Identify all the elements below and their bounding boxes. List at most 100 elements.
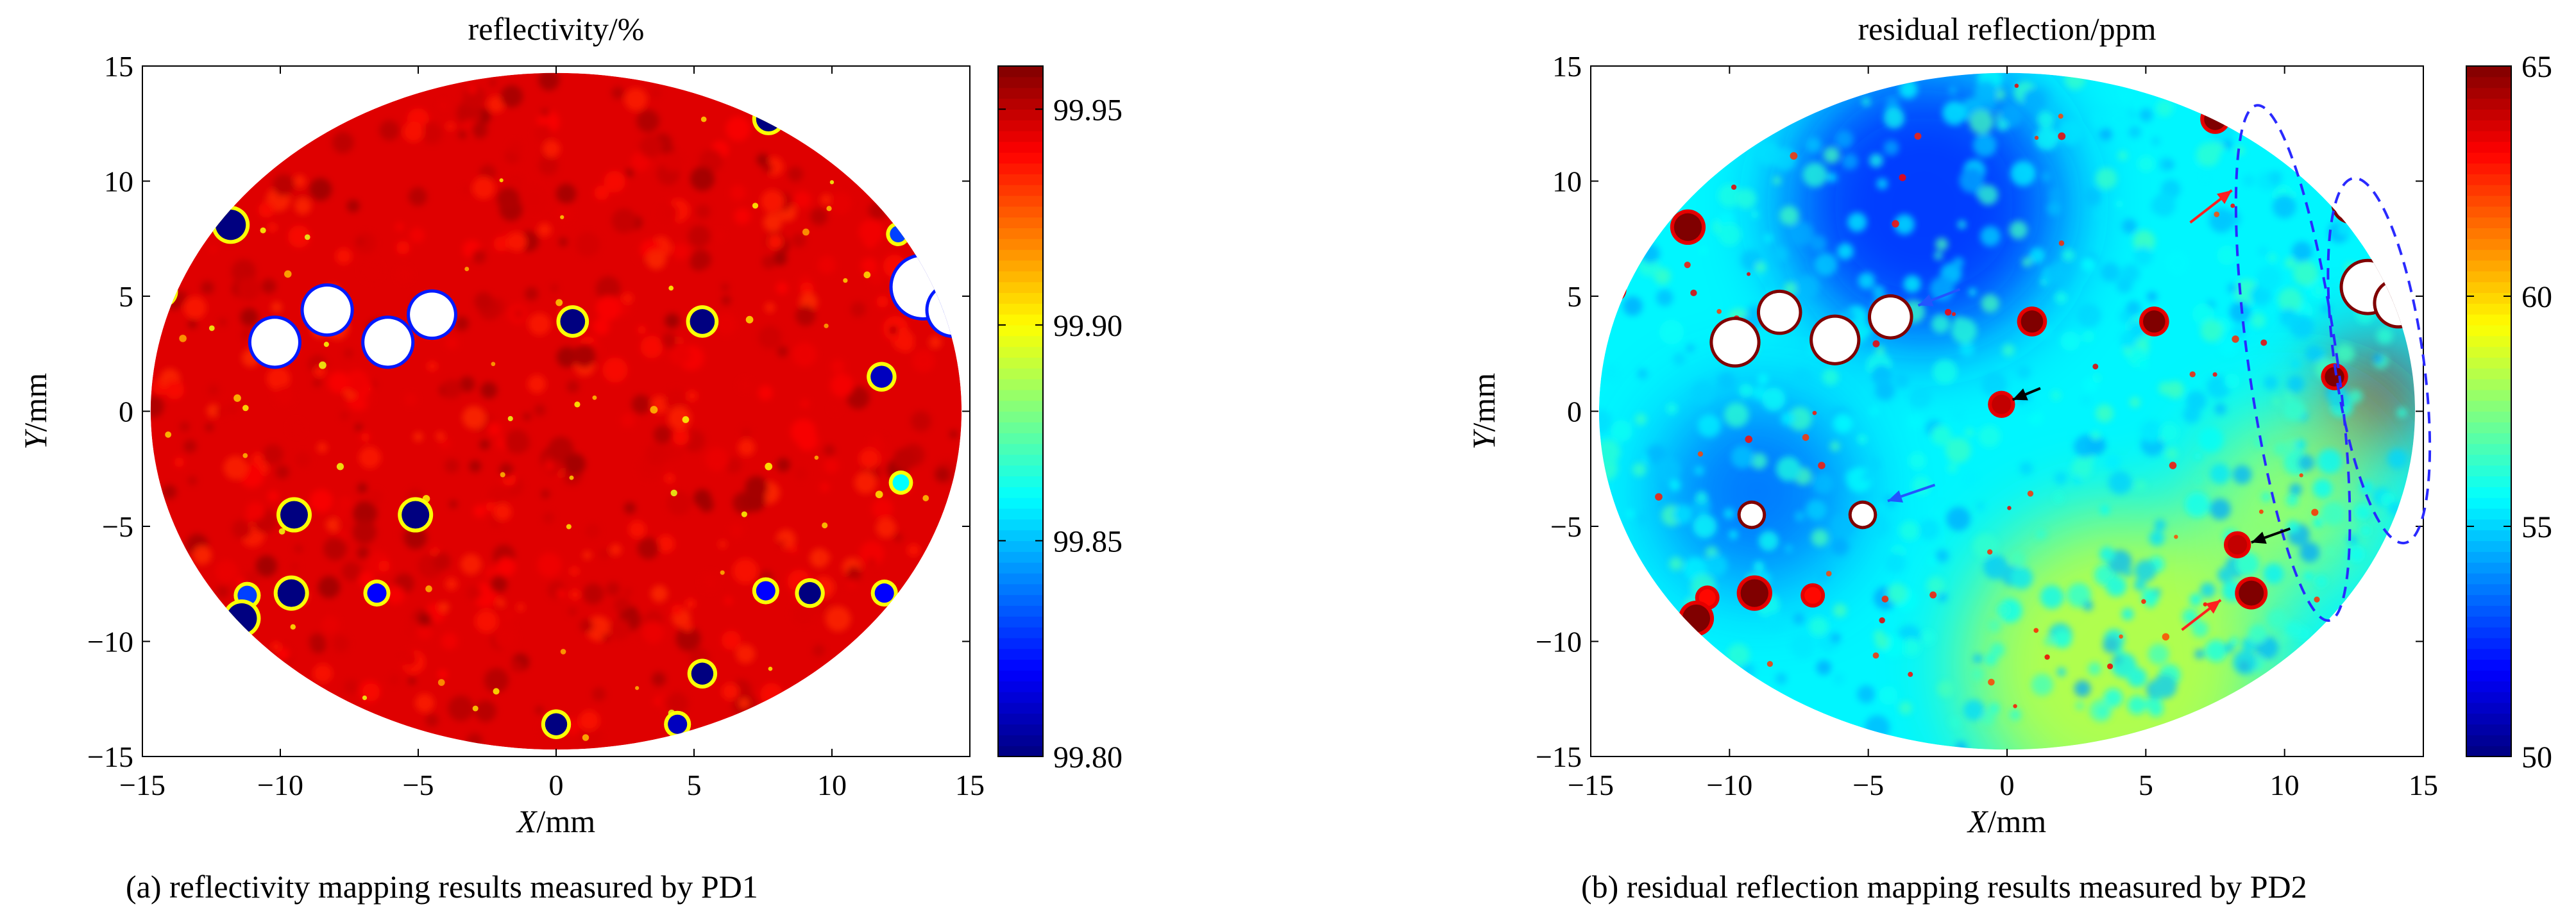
x-tick-label: −10: [257, 769, 303, 801]
point-defect: [165, 431, 172, 438]
y-tick-label: 15: [104, 50, 133, 83]
point-defect: [668, 285, 674, 291]
point-defect: [1879, 617, 1885, 624]
point-defect: [875, 490, 883, 499]
colorbar-tick-label: 99.85: [1053, 524, 1123, 558]
point-defect: [362, 695, 368, 701]
point-defect: [814, 455, 819, 460]
blank-region-1: [1759, 292, 1799, 332]
colorbar-tick-label: 50: [2521, 740, 2552, 774]
defect-5: [1992, 394, 2012, 414]
x-tick-label: 5: [2139, 769, 2153, 801]
point-defect: [700, 116, 707, 122]
point-defect: [507, 415, 513, 422]
point-defect: [1812, 410, 1817, 415]
point-defect: [752, 203, 759, 209]
x-tick-label: 0: [549, 769, 564, 801]
annotations: [1887, 104, 2432, 631]
colorbar: 99.80 99.85 99.90 99.95: [997, 65, 1123, 774]
point-defect: [555, 299, 563, 306]
blank-region-4: [892, 256, 954, 317]
point-defect: [2311, 508, 2319, 516]
defect-6: [2227, 535, 2248, 555]
defect-7: [892, 474, 910, 491]
point-defect: [2092, 364, 2099, 370]
point-defect: [1899, 174, 1906, 181]
defect-1: [1603, 280, 1623, 299]
point-defect: [2058, 113, 2063, 119]
point-defect: [1802, 434, 1809, 441]
point-defect: [574, 401, 580, 408]
point-defect: [304, 234, 310, 240]
blank-region-3: [410, 292, 454, 337]
x-axis-label-var: X: [516, 803, 538, 839]
point-defect: [843, 278, 848, 283]
point-defect: [499, 178, 504, 183]
point-defect: [670, 489, 677, 497]
point-defect: [1747, 272, 1751, 276]
arrow-head-3: [1887, 490, 1904, 503]
blank-ring: [2331, 184, 2371, 224]
point-defect: [2314, 596, 2320, 603]
point-defect: [1818, 462, 1826, 469]
point-defect: [765, 462, 773, 471]
defect-6: [870, 365, 893, 388]
defect-19: [668, 714, 688, 734]
defect-16: [874, 583, 894, 603]
x-axis-label: X/mm: [1967, 803, 2046, 839]
blank-region-0: [251, 319, 298, 366]
defect-13: [226, 603, 257, 634]
point-defect: [2013, 704, 2017, 708]
y-tick-label: 0: [119, 396, 133, 428]
x-tick-label: −15: [119, 769, 165, 801]
x-axis-label: X/mm: [516, 803, 595, 839]
point-defect: [319, 361, 326, 369]
defect-10: [1682, 604, 1711, 633]
chart-title: residual reflection/ppm: [1858, 11, 2156, 47]
point-defect: [290, 624, 296, 630]
defect-3: [402, 501, 430, 529]
point-defect: [500, 472, 505, 478]
colorbar-tick-label: 65: [2521, 50, 2552, 84]
defect-7: [2239, 580, 2264, 606]
point-defect: [826, 206, 832, 212]
point-defect: [829, 180, 835, 185]
x-tick-label: −5: [403, 769, 434, 801]
dashed-ellipse-0: [2234, 104, 2351, 622]
point-defect: [2212, 372, 2217, 377]
arrow-head-1: [2205, 599, 2221, 614]
y-axis-label-var: Y: [1466, 428, 1502, 449]
panel-a-reflectivity-map: −15 −10 −5 0 5 10 15 −15 −10 −5 0 5 10 15 reflectivity…: [17, 11, 1123, 905]
colorbar: 50 55 60 65: [2466, 50, 2552, 774]
point-defect: [2214, 212, 2220, 217]
defect-13: [2204, 108, 2226, 130]
point-defect: [1908, 671, 1913, 677]
colorbar-frame: [2466, 65, 2512, 757]
point-defect: [650, 406, 658, 414]
sample-map: [1598, 72, 2416, 750]
point-defect: [1826, 571, 1832, 577]
y-tick-label: 10: [104, 165, 133, 198]
defect-2: [280, 501, 308, 529]
chart-title: reflectivity/%: [468, 11, 645, 47]
colorbar-tick-label: 99.80: [1053, 740, 1123, 774]
point-defect: [2232, 335, 2239, 343]
point-defect: [1697, 451, 1704, 457]
x-tick-label: −10: [1706, 769, 1752, 801]
point-defect: [1731, 184, 1737, 190]
defect-0: [1674, 213, 1702, 241]
point-defect: [1929, 591, 1937, 599]
y-tick-label: −5: [102, 510, 133, 543]
point-defect: [1790, 152, 1798, 160]
y-tick-label: −10: [1536, 626, 1582, 658]
point-defect: [2027, 490, 2034, 497]
y-axis-label-unit: /mm: [17, 373, 53, 432]
point-defect: [1881, 596, 1889, 603]
x-tick-label: 10: [2270, 769, 2300, 801]
defect-halo: [1599, 276, 1627, 303]
x-tick-label: 0: [2000, 769, 2015, 801]
colorbar-frame: [997, 65, 1044, 757]
blank-region-3: [1870, 297, 1910, 337]
defect-halo: [150, 275, 178, 308]
point-defect: [1872, 340, 1880, 347]
